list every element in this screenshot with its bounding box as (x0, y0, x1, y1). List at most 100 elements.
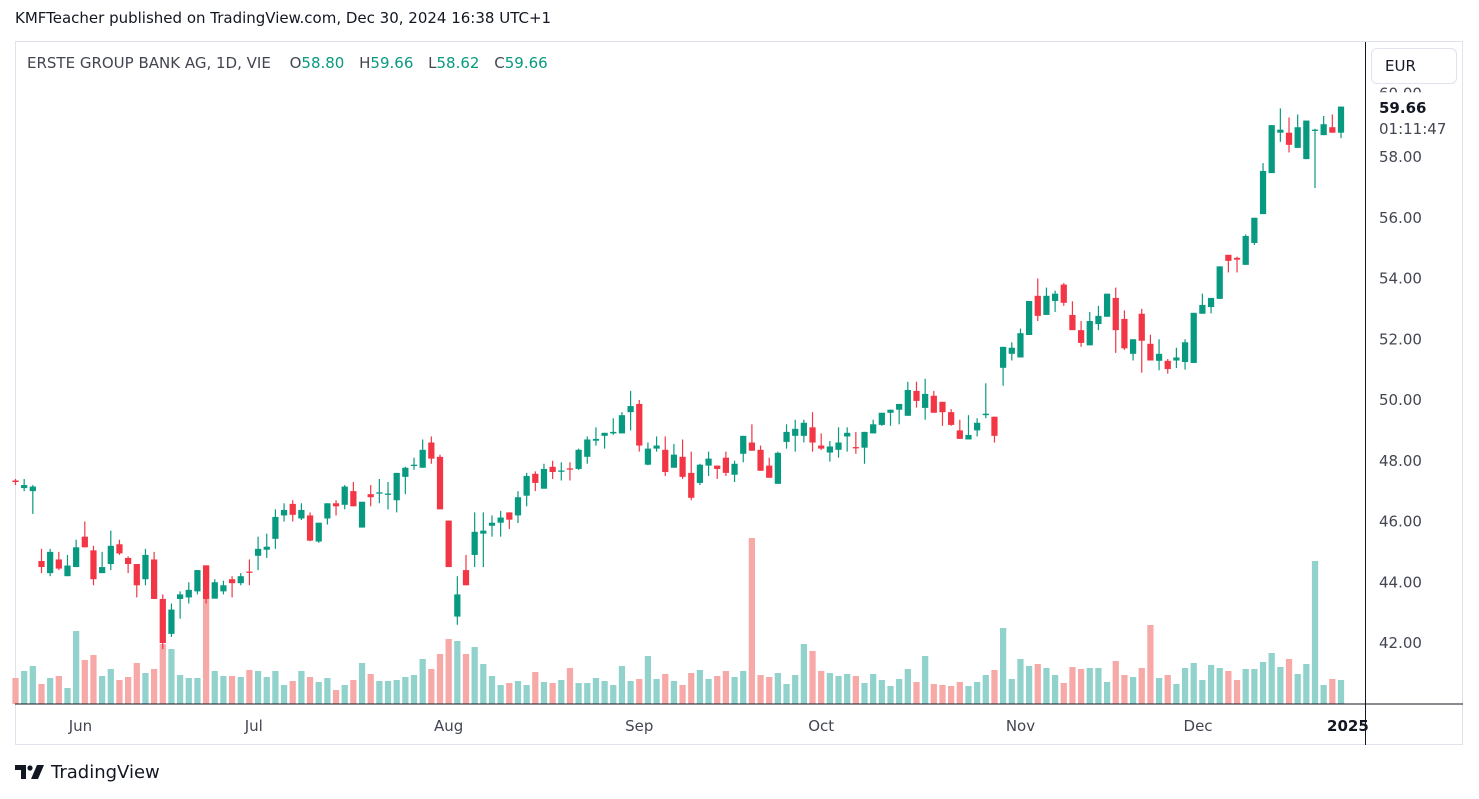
volume-bar (376, 681, 383, 704)
candle-body (783, 431, 790, 442)
time-tick-label: Dec (1184, 717, 1213, 735)
candle-body (731, 463, 738, 475)
candle-body (384, 493, 392, 495)
candle-body (653, 445, 660, 449)
candle-body (696, 464, 704, 483)
volume-bar (107, 669, 114, 704)
volume-bar (783, 684, 790, 704)
time-axis: Jun Jul Aug Sep Oct Nov Dec 2025 (68, 717, 1369, 735)
price-tick-label: 58.00 (1379, 148, 1422, 166)
price-candles (12, 106, 1345, 650)
volume-bar (1000, 628, 1007, 704)
candle-body (792, 428, 799, 436)
volume-bar (263, 677, 270, 704)
volume-bar (514, 681, 522, 704)
candle-body (1138, 313, 1145, 341)
volume-bar (844, 674, 851, 704)
volume-bar (55, 676, 62, 704)
volume-bar (861, 683, 868, 704)
volume-bar (272, 671, 279, 704)
volume-bar (280, 685, 288, 704)
candle-body (107, 545, 114, 565)
candle-body (662, 449, 669, 472)
candle-body (878, 412, 885, 425)
candle-body (1121, 318, 1128, 349)
candle-body (237, 576, 244, 584)
volume-bar (540, 682, 548, 704)
volume-bar (627, 681, 634, 704)
candle-body (1190, 312, 1197, 363)
low-label: L (428, 54, 437, 72)
candle-body (1303, 120, 1310, 160)
time-tick-label: Aug (434, 717, 463, 735)
close-value: 59.66 (504, 54, 548, 72)
volume-bar (922, 656, 929, 704)
candle-body (306, 515, 314, 541)
candle-body (263, 546, 270, 550)
candle-body (896, 403, 903, 410)
volume-bar (81, 660, 88, 704)
price-tick-label: 56.00 (1379, 209, 1422, 227)
candle-body (540, 468, 548, 489)
candle-body (575, 449, 582, 469)
candle-body (714, 465, 721, 469)
volume-bar (1329, 679, 1336, 704)
volume-bar (1268, 653, 1275, 704)
candle-body (393, 472, 400, 501)
candle-body (402, 467, 409, 477)
candle-body (350, 491, 357, 507)
candle-body (1043, 295, 1050, 315)
volume-bar (168, 649, 175, 704)
time-tick-label: Nov (1006, 717, 1035, 735)
currency-button[interactable]: EUR (1371, 48, 1457, 84)
candle-body (428, 442, 435, 459)
volume-bar (1077, 669, 1085, 704)
volume-bar (332, 690, 340, 704)
volume-bar (202, 565, 210, 704)
candle-body (852, 447, 859, 449)
time-tick-label: 2025 (1327, 717, 1369, 735)
volume-bar (246, 670, 253, 704)
candle-body (1285, 132, 1293, 145)
volume-bar (1199, 680, 1206, 704)
candle-body (341, 486, 348, 505)
volume-bar (393, 680, 400, 704)
candle-body (454, 594, 461, 617)
volume-bar (1285, 659, 1293, 704)
candle-body (1069, 314, 1076, 331)
volume-bar (1277, 667, 1284, 704)
volume-bar (878, 680, 885, 704)
candle-body (1129, 339, 1137, 354)
volume-bar (298, 671, 305, 704)
volume-bar (410, 675, 418, 704)
price-tick-label: 50.00 (1379, 391, 1422, 409)
volume-bar (653, 679, 660, 704)
candle-body (29, 486, 36, 492)
volume-bar (1320, 685, 1327, 704)
candle-body (1199, 304, 1206, 314)
volume-bar (1034, 664, 1041, 704)
candle-body (480, 530, 487, 534)
volume-bar (1095, 668, 1102, 704)
volume-bar (1337, 680, 1345, 704)
low-value: 58.62 (436, 54, 480, 72)
candle-body (1337, 106, 1345, 133)
candle-body (367, 494, 374, 498)
volume-bar (428, 669, 435, 704)
candle-body (324, 503, 331, 519)
volume-bar (367, 674, 374, 704)
candle-body (142, 554, 149, 580)
candle-body (176, 594, 184, 599)
tradingview-logo[interactable]: TradingView (15, 762, 160, 783)
candle-body (1008, 347, 1015, 354)
volume-bar (679, 685, 686, 704)
volume-bar (133, 663, 140, 704)
candle-body (809, 427, 816, 443)
candle-body (38, 560, 45, 568)
volume-bar (99, 676, 106, 704)
candle-body (532, 473, 539, 483)
high-value: 59.66 (370, 54, 414, 72)
candle-body (1000, 346, 1007, 368)
volume-bar (1025, 666, 1033, 704)
